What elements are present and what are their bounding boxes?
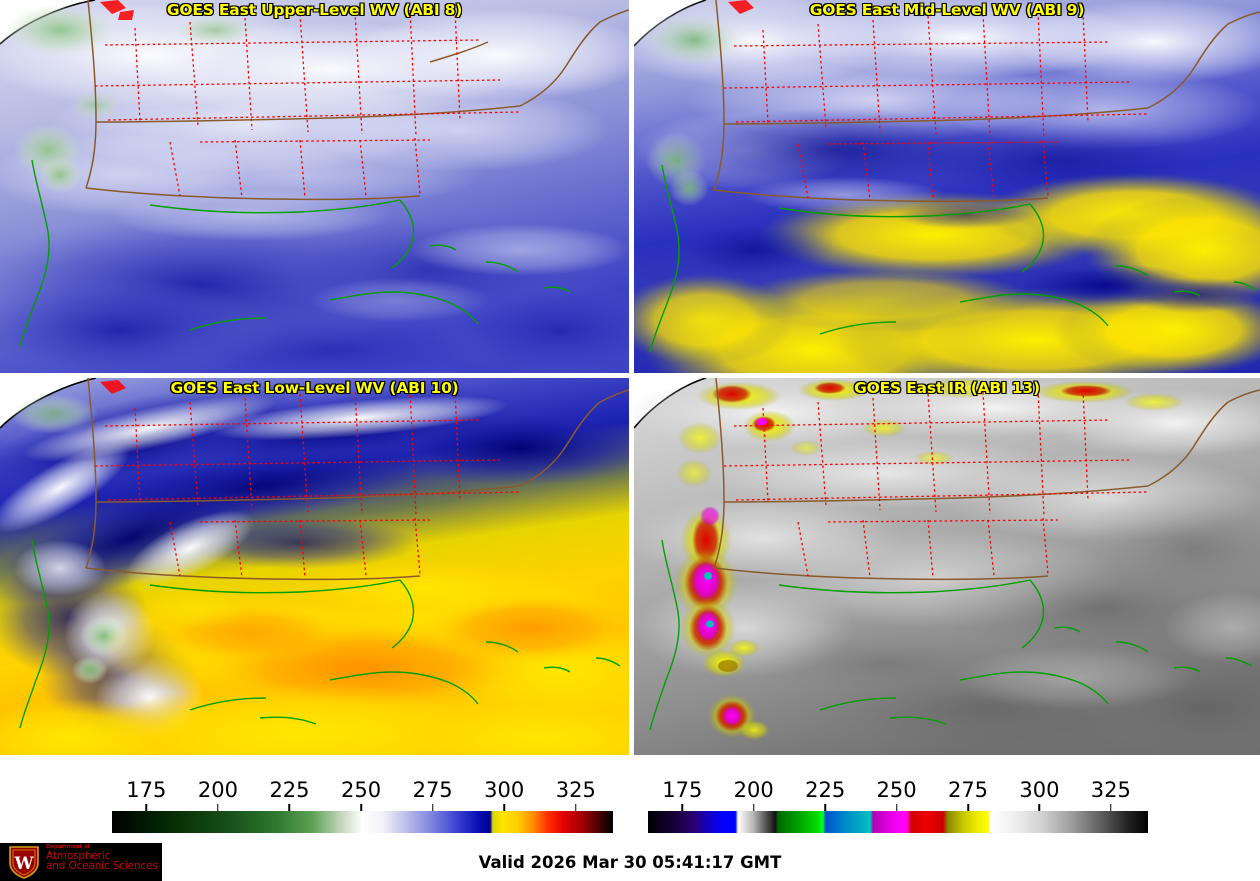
uw-logo-text-block: Department of Atmospheric and Oceanic Sc…: [46, 844, 162, 873]
wv-colorbar-tick-labels: 175 200 225 250 275 300 325: [112, 778, 613, 804]
colorbar-tick-mark: [145, 804, 148, 811]
colorbar-tick-label: 300: [484, 778, 525, 802]
satellite-image-abi9: [634, 0, 1260, 373]
svg-text:W: W: [13, 854, 34, 874]
colorbar-tick-label: 200: [197, 778, 238, 802]
colorbar-tick-label: 225: [269, 778, 310, 802]
colorbar-tick-mark: [824, 804, 826, 811]
colorbar-tick-label: 325: [555, 778, 596, 802]
colorbar-tick-mark: [1038, 804, 1041, 811]
colorbar-tick-mark: [503, 804, 505, 811]
colorbar-tick-label: 300: [1019, 778, 1060, 802]
uw-logo-line1: Atmospheric: [46, 849, 111, 862]
colorbar-tick-mark: [967, 804, 969, 811]
colorbar-tick-mark: [288, 804, 291, 811]
panel-ir[interactable]: GOES East IR (ABI 13): [634, 378, 1260, 755]
uw-logo-line2: and Oceanic Sciences: [46, 860, 158, 873]
colorbar-tick-label: 325: [1090, 778, 1131, 802]
colorbar-tick-label: 175: [662, 778, 703, 802]
valid-time-label: Valid 2026 Mar 30 05:41:17 GMT: [478, 853, 782, 872]
panel-grid: GOES East Upper-Level WV (ABI 8): [0, 0, 1260, 755]
colorbar-tick-mark: [360, 804, 362, 811]
satellite-image-abi10: [0, 378, 629, 755]
panel-mid-level-wv[interactable]: GOES East Mid-Level WV (ABI 9): [634, 0, 1260, 373]
colorbar-tick-label: 225: [805, 778, 846, 802]
uw-aos-logo[interactable]: W Department of Atmospheric and Oceanic …: [0, 843, 162, 881]
colorbar-tick-label: 250: [876, 778, 917, 802]
colorbar-tick-label: 275: [947, 778, 989, 802]
colorbar-tick-mark: [217, 804, 219, 811]
wv-colorbar-group[interactable]: 175 200 225 250 275 300 325: [112, 755, 613, 843]
panel-upper-level-wv[interactable]: GOES East Upper-Level WV (ABI 8): [0, 0, 629, 373]
colorbar-tick-mark: [681, 804, 684, 811]
colorbar-tick-mark: [431, 804, 434, 811]
colorbar-tick-mark: [752, 804, 755, 811]
colorbar-tick-mark: [1110, 804, 1112, 811]
colorbar-tick-mark: [895, 804, 898, 811]
uw-logo-dept-prefix: Department of: [46, 844, 91, 850]
colorbar-tick-label: 200: [733, 778, 774, 802]
ir-colorbar-group[interactable]: 175 200 225 250 275 300 325: [648, 755, 1148, 843]
colorbar-tick-label: 275: [412, 778, 453, 802]
colorbar-tick-mark: [575, 804, 577, 811]
ir-colorbar-tick-labels: 175 200 225 250 275 300 325: [648, 778, 1148, 804]
colorbar-tick-label: 175: [126, 778, 167, 802]
satellite-image-abi8: [0, 0, 629, 373]
panel-low-level-wv[interactable]: GOES East Low-Level WV (ABI 10): [0, 378, 629, 755]
colorbar-tick-label: 250: [341, 778, 382, 802]
footer: W Department of Atmospheric and Oceanic …: [0, 843, 1260, 881]
uw-crest-icon: W: [9, 846, 39, 879]
ir-colorbar-gradient: [648, 811, 1148, 833]
colorbar-area: 175 200 225 250 275 300 325 175 200 225 250 275 300…: [0, 755, 1260, 843]
satellite-image-abi13: [634, 378, 1260, 755]
wv-colorbar-gradient: [112, 811, 613, 833]
